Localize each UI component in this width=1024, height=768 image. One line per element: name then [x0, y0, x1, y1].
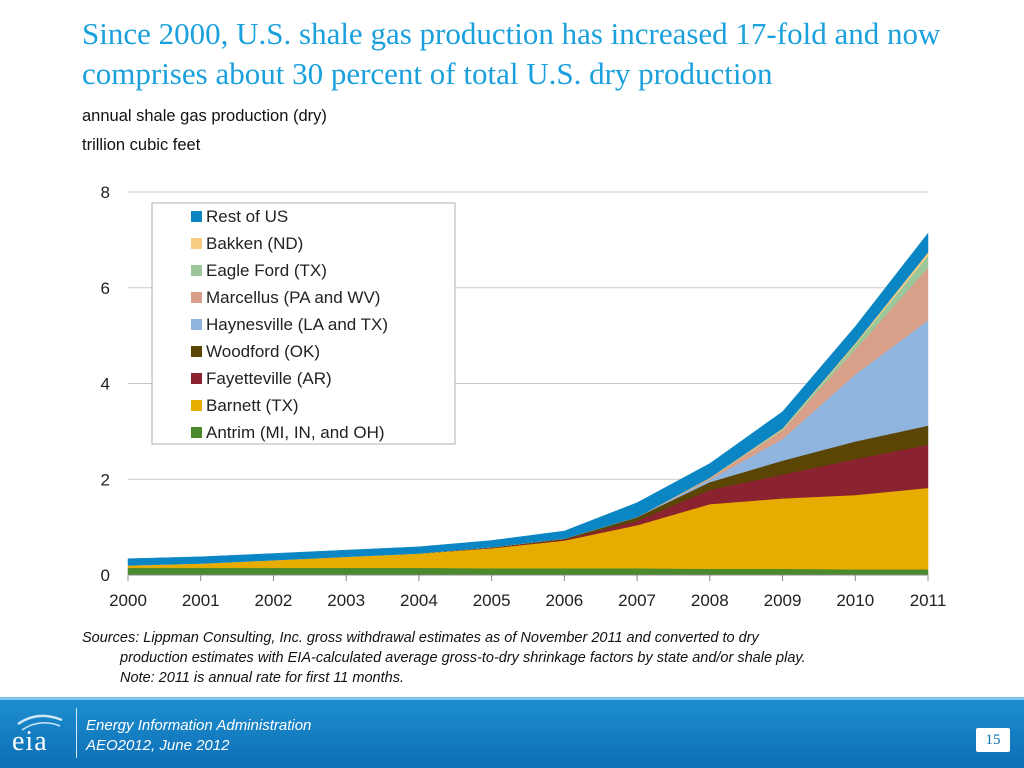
slide-title: Since 2000, U.S. shale gas production ha…: [82, 16, 941, 91]
x-tick-label: 2003: [327, 591, 365, 610]
footer-agency: Energy Information Administration AEO201…: [86, 716, 311, 756]
sources-line-3: Note: 2011 is annual rate for first 11 m…: [120, 670, 404, 686]
x-tick-label: 2005: [473, 591, 511, 610]
x-tick-label: 2000: [109, 591, 147, 610]
legend-label: Barnett (TX): [206, 396, 299, 415]
legend-swatch: [191, 319, 202, 330]
x-tick-label: 2004: [400, 591, 438, 610]
x-tick-label: 2001: [182, 591, 220, 610]
legend-swatch: [191, 265, 202, 276]
y-tick-label: 8: [101, 183, 110, 202]
legend-swatch: [191, 211, 202, 222]
chart-subtitle-unit: trillion cubic feet: [82, 136, 201, 154]
legend-label: Marcellus (PA and WV): [206, 288, 380, 307]
sources-line-2: production estimates with EIA-calculated…: [120, 650, 806, 666]
x-tick-label: 2008: [691, 591, 729, 610]
footer-divider: [76, 708, 77, 758]
legend-swatch: [191, 346, 202, 357]
footer-report-name: AEO2012, June 2012: [86, 737, 230, 754]
legend-label: Eagle Ford (TX): [206, 261, 327, 280]
legend-swatch: [191, 292, 202, 303]
legend-swatch: [191, 400, 202, 411]
chart-subtitle-measure: annual shale gas production (dry): [82, 107, 327, 125]
legend-label: Rest of US: [206, 207, 288, 226]
y-tick-label: 4: [101, 375, 110, 394]
x-tick-label: 2007: [618, 591, 656, 610]
x-tick-label: 2006: [545, 591, 583, 610]
x-tick-label: 2009: [764, 591, 802, 610]
page-number: 15: [976, 728, 1010, 752]
legend-swatch: [191, 373, 202, 384]
y-tick-label: 2: [101, 470, 110, 489]
x-tick-label: 2011: [910, 591, 947, 610]
legend-label: Bakken (ND): [206, 234, 303, 253]
legend-label: Antrim (MI, IN, and OH): [206, 423, 385, 442]
legend-box: [151, 202, 456, 445]
sources-note: Sources: Lippman Consulting, Inc. gross …: [82, 628, 982, 688]
footer-org-name: Energy Information Administration: [86, 717, 312, 734]
legend-label: Haynesville (LA and TX): [206, 315, 388, 334]
sources-line-1: Sources: Lippman Consulting, Inc. gross …: [82, 630, 759, 646]
y-tick-label: 0: [101, 566, 110, 585]
legend-swatch: [191, 427, 202, 438]
eia-logo-text: eia: [12, 726, 48, 757]
legend-swatch: [191, 238, 202, 249]
x-tick-label: 2002: [255, 591, 293, 610]
area-rest-of-us: [127, 232, 929, 566]
legend: Rest of US Bakken (ND) Eagle Ford (TX) Marc…: [151, 202, 456, 445]
shale-gas-area-chart: 0 2 4 6 8 2000 2001 2002 2003 2004 2005 2006 2007 200…: [101, 183, 947, 610]
legend-label: Woodford (OK): [206, 342, 320, 361]
y-tick-label: 6: [101, 279, 110, 298]
eia-logo-icon: [17, 714, 63, 731]
footer-bar: [0, 697, 1024, 768]
axes: 0 2 4 6 8 2000 2001 2002 2003 2004 2005 2006 2007 200…: [101, 183, 947, 610]
footer-accent-line: [0, 697, 1024, 700]
legend-label: Fayetteville (AR): [206, 369, 332, 388]
x-tick-label: 2010: [836, 591, 874, 610]
